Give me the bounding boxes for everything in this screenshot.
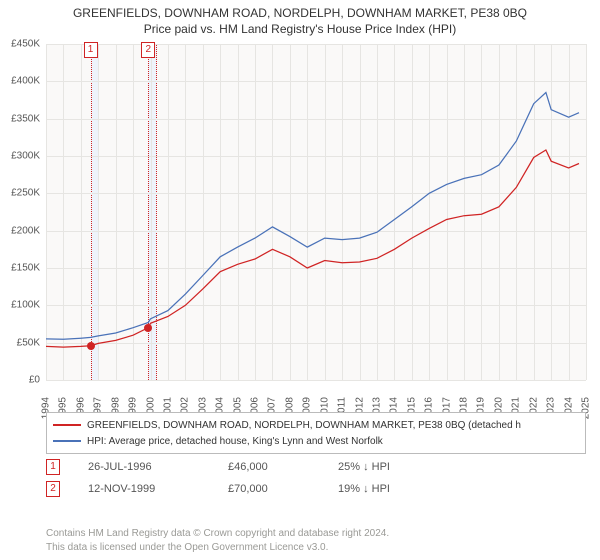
sale-point-dot <box>87 342 95 350</box>
y-axis-label: £400K <box>0 76 40 87</box>
legend-swatch-property <box>53 424 81 426</box>
plot-region: 12 <box>46 44 586 380</box>
legend-item-property: GREENFIELDS, DOWNHAM ROAD, NORDELPH, DOW… <box>53 417 579 433</box>
hpi-line <box>46 93 579 340</box>
y-axis-label: £250K <box>0 188 40 199</box>
sales-date-1: 26-JUL-1996 <box>88 461 228 473</box>
sales-price-1: £46,000 <box>228 461 338 473</box>
legend-item-hpi: HPI: Average price, detached house, King… <box>53 433 579 449</box>
y-axis-label: £450K <box>0 39 40 50</box>
sales-delta-1: 25% ↓ HPI <box>338 461 458 473</box>
footer-attribution: Contains HM Land Registry data © Crown c… <box>46 527 586 554</box>
gridline-h <box>46 380 586 381</box>
line-series-svg <box>46 44 586 380</box>
chart-title-block: GREENFIELDS, DOWNHAM ROAD, NORDELPH, DOW… <box>0 0 600 38</box>
sales-date-2: 12-NOV-1999 <box>88 483 228 495</box>
y-axis-label: £150K <box>0 263 40 274</box>
legend-label-property: GREENFIELDS, DOWNHAM ROAD, NORDELPH, DOW… <box>87 420 521 431</box>
legend: GREENFIELDS, DOWNHAM ROAD, NORDELPH, DOW… <box>46 412 586 454</box>
footer-line2: This data is licensed under the Open Gov… <box>46 541 586 555</box>
chart-title-line1: GREENFIELDS, DOWNHAM ROAD, NORDELPH, DOW… <box>10 6 590 20</box>
y-axis-label: £0 <box>0 375 40 386</box>
footer-line1: Contains HM Land Registry data © Crown c… <box>46 527 586 541</box>
sale-marker-box: 1 <box>84 42 98 58</box>
sale-point-dot <box>144 324 152 332</box>
sales-price-2: £70,000 <box>228 483 338 495</box>
property-line <box>46 150 579 347</box>
sale-marker-box: 2 <box>141 42 155 58</box>
y-axis-label: £200K <box>0 225 40 236</box>
sales-row-2: 2 12-NOV-1999 £70,000 19% ↓ HPI <box>46 478 586 500</box>
y-axis-label: £350K <box>0 113 40 124</box>
chart-area: 12 £0£50K£100K£150K£200K£250K£300K£350K£… <box>46 44 586 404</box>
legend-swatch-hpi <box>53 440 81 442</box>
sales-delta-2: 19% ↓ HPI <box>338 483 458 495</box>
y-axis-label: £300K <box>0 151 40 162</box>
legend-label-hpi: HPI: Average price, detached house, King… <box>87 436 383 447</box>
sales-row-1: 1 26-JUL-1996 £46,000 25% ↓ HPI <box>46 456 586 478</box>
sales-marker-2: 2 <box>46 481 60 497</box>
sales-table: 1 26-JUL-1996 £46,000 25% ↓ HPI 2 12-NOV… <box>46 456 586 500</box>
gridline-v <box>586 44 587 380</box>
sales-marker-1: 1 <box>46 459 60 475</box>
y-axis-label: £100K <box>0 300 40 311</box>
chart-title-line2: Price paid vs. HM Land Registry's House … <box>10 22 590 36</box>
y-axis-label: £50K <box>0 337 40 348</box>
